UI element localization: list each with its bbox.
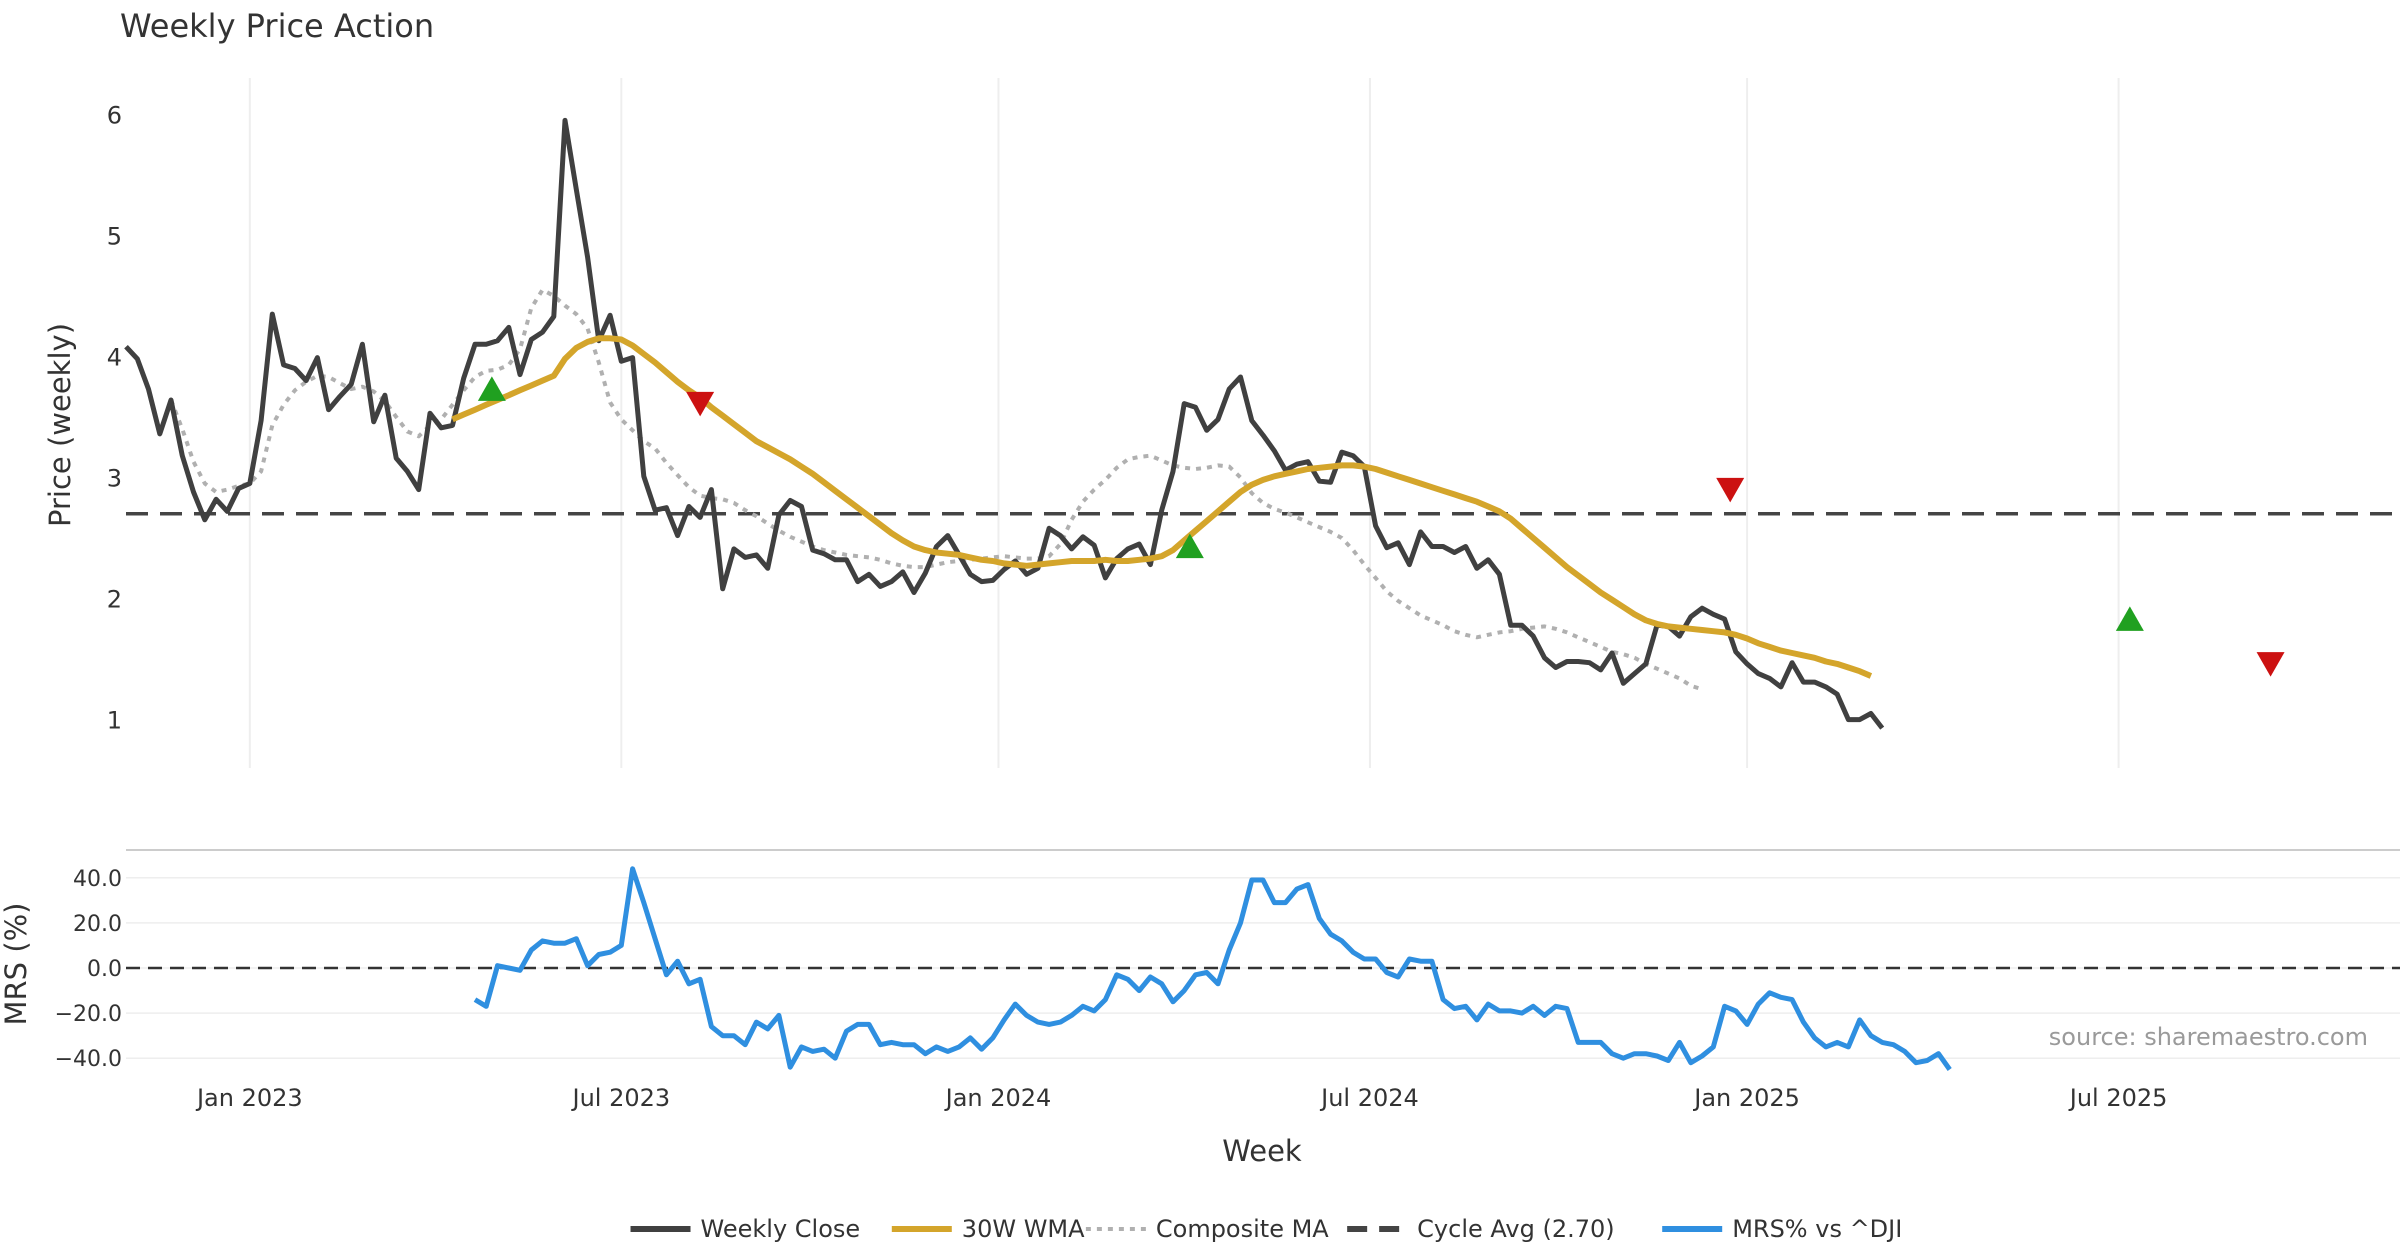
- x-tick-label-3: Jul 2024: [1319, 1084, 1419, 1112]
- price-y-axis-label: Price (weekly): [43, 323, 77, 527]
- legend-label-0: Weekly Close: [701, 1215, 861, 1243]
- weekly-close-line: [124, 117, 1885, 730]
- buy-marker-4: [2115, 606, 2144, 631]
- mrs-y-tick-1: 20.0: [73, 912, 122, 937]
- legend-item-1: 30W WMA: [891, 1215, 1085, 1243]
- price-y-tick-5: 6: [107, 101, 122, 129]
- x-tick-label-0: Jan 2023: [195, 1084, 303, 1112]
- price-y-ticks: 1 2 3 4 5 6: [107, 101, 122, 734]
- x-tick-label-2: Jan 2024: [944, 1084, 1052, 1112]
- legend-item-3: Cycle Avg (2.70): [1347, 1215, 1615, 1243]
- price-gridlines: [248, 78, 2120, 768]
- legend-label-3: Cycle Avg (2.70): [1417, 1215, 1614, 1243]
- signal-markers: [477, 376, 2285, 677]
- sell-marker-3: [1716, 477, 1745, 503]
- source-note: source: sharemaestro.com: [2049, 1023, 2368, 1051]
- legend-label-2: Composite MA: [1156, 1215, 1329, 1243]
- chart-title: Weekly Price Action: [120, 7, 434, 45]
- legend-item-2: Composite MA: [1085, 1215, 1329, 1243]
- legend-label-4: MRS% vs ^DJI: [1732, 1215, 1902, 1243]
- price-y-tick-4: 5: [107, 222, 122, 250]
- mrs-y-tick-3: −20.0: [55, 1002, 122, 1027]
- sell-marker-5: [2256, 652, 2285, 677]
- x-axis-ticks: Jan 2023 Jul 2023 Jan 2024 Jul 2024 Jan 2025…: [195, 1084, 2167, 1112]
- sell-marker-1: [686, 391, 715, 417]
- mrs-y-axis-label: MRS (%): [0, 903, 33, 1026]
- x-tick-label-4: Jan 2025: [1692, 1084, 1800, 1112]
- buy-marker-0: [477, 376, 506, 401]
- wma-30w-line: [451, 335, 1873, 679]
- legend: Weekly Close 30W WMA Composite MA Cycle Avg…: [630, 1215, 1902, 1243]
- price-y-tick-1: 2: [107, 586, 122, 614]
- x-tick-label-1: Jul 2023: [570, 1084, 670, 1112]
- mrs-panel: 40.0 20.0 0.0 −20.0 −40.0 MRS (%) source: sh…: [0, 866, 2400, 1072]
- legend-label-1: 30W WMA: [962, 1215, 1085, 1243]
- price-y-tick-3: 4: [107, 343, 122, 371]
- buy-marker-2: [1175, 533, 1204, 559]
- mrs-y-tick-2: 0.0: [87, 957, 122, 982]
- mrs-y-tick-4: −40.0: [55, 1047, 122, 1072]
- mrs-y-ticks: 40.0 20.0 0.0 −20.0 −40.0: [55, 867, 122, 1072]
- price-y-tick-0: 1: [107, 707, 122, 735]
- mrs-y-tick-0: 40.0: [73, 867, 122, 892]
- legend-item-4: MRS% vs ^DJI: [1662, 1215, 1902, 1243]
- x-tick-label-5: Jul 2025: [2068, 1084, 2168, 1112]
- x-axis-label: Week: [1222, 1134, 1302, 1168]
- mrs-line: [473, 866, 1952, 1071]
- legend-item-0: Weekly Close: [630, 1215, 861, 1243]
- price-panel: 1 2 3 4 5 6 Price (weekly): [43, 78, 2400, 768]
- price-y-tick-2: 3: [107, 464, 122, 492]
